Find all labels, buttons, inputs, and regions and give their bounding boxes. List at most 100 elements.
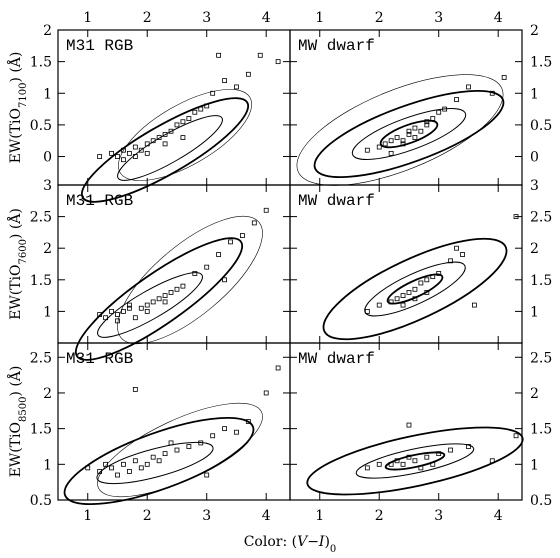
point (472, 302, 477, 308)
y-axis-label: EW(TiO7600) (Å) (6, 208, 29, 320)
x-tick-label: 4 (494, 508, 503, 524)
point (454, 245, 459, 251)
x-tick-label: 4 (262, 508, 271, 524)
point (115, 154, 120, 159)
point (222, 277, 227, 283)
point (234, 429, 239, 435)
point (460, 252, 465, 257)
y-tick-label: 1.5 (530, 273, 552, 289)
point (394, 135, 400, 140)
contour (74, 237, 244, 361)
point (436, 271, 442, 276)
point (412, 286, 418, 292)
point (263, 390, 269, 396)
panel-title: MW dwarf (298, 350, 375, 368)
point (418, 465, 424, 471)
point (126, 305, 132, 311)
point (168, 128, 174, 134)
x-tick-label: 3 (202, 10, 211, 26)
y-tick-label: 1 (530, 86, 539, 102)
point (109, 150, 114, 156)
y-tick-label: 2 (43, 386, 52, 402)
point (162, 299, 168, 305)
point (174, 122, 180, 128)
contour (313, 89, 505, 179)
contour (118, 89, 252, 181)
point (412, 125, 418, 131)
point (180, 119, 186, 125)
y-tick-label: 2.5 (30, 210, 52, 226)
point (162, 293, 168, 299)
point (126, 469, 132, 474)
contour (379, 119, 439, 149)
point (198, 440, 204, 446)
point (400, 138, 406, 144)
point (364, 465, 370, 471)
point (448, 447, 454, 453)
x-label-part: Color: ( (244, 534, 297, 550)
point (275, 365, 281, 371)
point (466, 444, 471, 449)
point (251, 220, 257, 226)
point (132, 144, 138, 150)
point (406, 422, 412, 428)
point (156, 296, 162, 302)
point (121, 147, 126, 153)
point (216, 252, 222, 257)
point (150, 454, 156, 460)
point (97, 469, 103, 474)
point (448, 258, 454, 264)
contour (386, 273, 444, 305)
point (245, 71, 251, 77)
point (406, 128, 412, 134)
point (174, 286, 180, 292)
contour (322, 237, 508, 341)
point (210, 433, 216, 439)
point (513, 214, 519, 220)
point (97, 312, 103, 317)
point (400, 293, 406, 299)
x-tick-label: 2 (375, 10, 384, 26)
y-tick-label: 2.5 (530, 210, 552, 226)
point (150, 299, 156, 305)
x-tick-label: 1 (315, 10, 324, 26)
point (109, 308, 114, 314)
point (138, 465, 144, 471)
x-tick-label: 4 (262, 10, 271, 26)
point (466, 84, 471, 90)
y-tick-label: 0.5 (530, 493, 552, 509)
point (156, 458, 162, 464)
y-tick-label: 0 (43, 150, 52, 166)
point (234, 84, 239, 90)
panel-frame (289, 342, 523, 501)
y-label-part: ) (Å) (6, 208, 24, 239)
point (138, 147, 144, 153)
point (204, 103, 210, 109)
point (430, 116, 436, 121)
y-tick-label: 1.5 (530, 55, 552, 71)
x-label-part: 0 (330, 544, 336, 555)
x-tick-label: 4 (494, 10, 503, 26)
x-tick-label: 2 (143, 10, 152, 26)
point (406, 290, 412, 295)
point (115, 318, 120, 324)
point (424, 122, 430, 128)
y-tick-label: 1 (43, 86, 52, 102)
point (501, 75, 507, 80)
point (162, 131, 168, 137)
point (150, 138, 156, 144)
x-tick-label: 2 (143, 508, 152, 524)
y-tick-label: 0.5 (530, 118, 552, 134)
point (126, 150, 132, 156)
panel-title: MW dwarf (298, 192, 375, 210)
y-label-part: 8500 (18, 397, 29, 422)
y-tick-label: 1 (43, 304, 52, 320)
y-tick-label: 3 (43, 178, 52, 194)
y-label-part: 7100 (18, 83, 29, 108)
y-tick-label: 0.5 (30, 118, 52, 134)
y-tick-label: 0.5 (30, 493, 52, 509)
point (138, 305, 144, 311)
x-tick-label: 3 (202, 508, 211, 524)
point (162, 141, 168, 147)
